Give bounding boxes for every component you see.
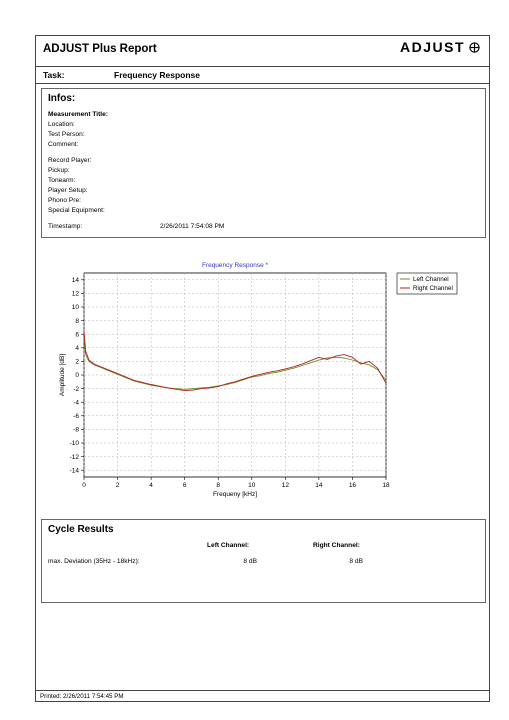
y-tick-label: 0 [75, 372, 79, 379]
task-label: Task: [43, 70, 65, 80]
info-field-measurement-title: Measurement Title: [48, 111, 108, 118]
info-field-special-equipment: Special Equipment: [48, 207, 105, 214]
info-field-tonearm: Tonearm: [48, 177, 76, 184]
x-axis-label: Frequeny [kHz] [213, 491, 257, 498]
y-tick-label: 14 [72, 277, 80, 284]
frequency-response-chart: 0 2 4 6 8 10 12 14 16 18 14 12 10 8 6 4 2 0 -2 -4 -6 -8 -10 -12… [36, 251, 491, 511]
x-tick-label: 10 [248, 482, 256, 489]
x-tick-label: 4 [149, 482, 153, 489]
y-tick-label: 4 [75, 345, 79, 352]
task-value: Frequency Response [114, 70, 200, 80]
timestamp-label: Timestamp: [48, 223, 83, 230]
legend-entry: Right Channel [413, 285, 453, 292]
x-tick-label: 2 [116, 482, 120, 489]
info-field-pickup: Pickup: [48, 167, 70, 174]
y-tick-label: -14 [70, 467, 80, 474]
y-tick-label: 10 [72, 304, 80, 311]
infos-title: Infos: [48, 93, 76, 104]
report-title: ADJUST Plus Report [43, 43, 157, 55]
left-channel-header: Left Channel: [207, 542, 250, 549]
report-header: ADJUST Plus Report ADJUST [36, 36, 489, 67]
y-tick-label: 12 [72, 291, 80, 298]
report-page: ADJUST Plus Report ADJUST Task: Frequenc… [35, 35, 490, 702]
infos-box: Infos: Measurement Title: Location: Test… [41, 88, 486, 238]
y-tick-label: 6 [75, 331, 79, 338]
plot-area [83, 272, 387, 478]
y-axis-label: Amplitude [dB] [59, 354, 66, 396]
y-tick-label: -10 [70, 440, 80, 447]
x-tick-label: 12 [282, 482, 290, 489]
series-line-right-channel [83, 330, 387, 392]
left-deviation-value: 8 dB [243, 558, 257, 565]
report-footer: Printed: 2/26/2011 7:54:45 PM [36, 690, 489, 704]
y-tick-label: 8 [75, 318, 79, 325]
x-tick-label: 16 [349, 482, 357, 489]
cycle-results-box: Cycle Results Left Channel: Right Channe… [41, 519, 486, 603]
x-tick-label: 6 [183, 482, 187, 489]
legend-box [396, 272, 458, 295]
crosshair-icon [469, 42, 480, 53]
chart-svg: 0 2 4 6 8 10 12 14 16 18 14 12 10 8 6 4 2 0 -2 -4 -6 -8 -10 -12… [59, 262, 458, 498]
brand-logo: ADJUST [400, 39, 480, 55]
info-field-phono-pre: Phono Pre: [48, 197, 81, 204]
y-tick-label: -2 [73, 386, 79, 393]
y-tick-label: -4 [73, 399, 79, 406]
x-tick-label: 14 [315, 482, 323, 489]
info-field-test-person: Test Person: [48, 131, 85, 138]
right-deviation-value: 8 dB [349, 558, 363, 565]
x-tick-label: 0 [82, 482, 86, 489]
right-channel-header: Right Channel: [313, 542, 360, 549]
info-field-player-setup: Player Setup: [48, 187, 88, 194]
y-tick-label: -8 [73, 427, 79, 434]
max-deviation-label: max. Deviation (35Hz - 18kHz): [48, 558, 140, 565]
info-field-comment: Comment: [48, 141, 79, 148]
timestamp-value: 2/26/2011 7:54:08 PM [160, 223, 225, 230]
y-tick-label: -6 [73, 413, 79, 420]
brand-text: ADJUST [399, 39, 465, 55]
series-line-left-channel [83, 337, 387, 390]
task-row: Task: Frequency Response [36, 66, 489, 84]
x-tick-label: 18 [382, 482, 390, 489]
printed-timestamp: Printed: 2/26/2011 7:54:45 PM [40, 693, 124, 700]
y-tick-label: -12 [70, 454, 80, 461]
y-tick-label: 2 [75, 359, 79, 366]
chart-title: Frequency Response * [202, 262, 269, 269]
x-tick-label: 8 [216, 482, 220, 489]
cycle-title: Cycle Results [48, 524, 114, 535]
info-field-record-player: Record Player: [48, 157, 92, 164]
info-field-location: Location: [48, 121, 75, 128]
legend-entry: Left Channel [413, 276, 449, 283]
